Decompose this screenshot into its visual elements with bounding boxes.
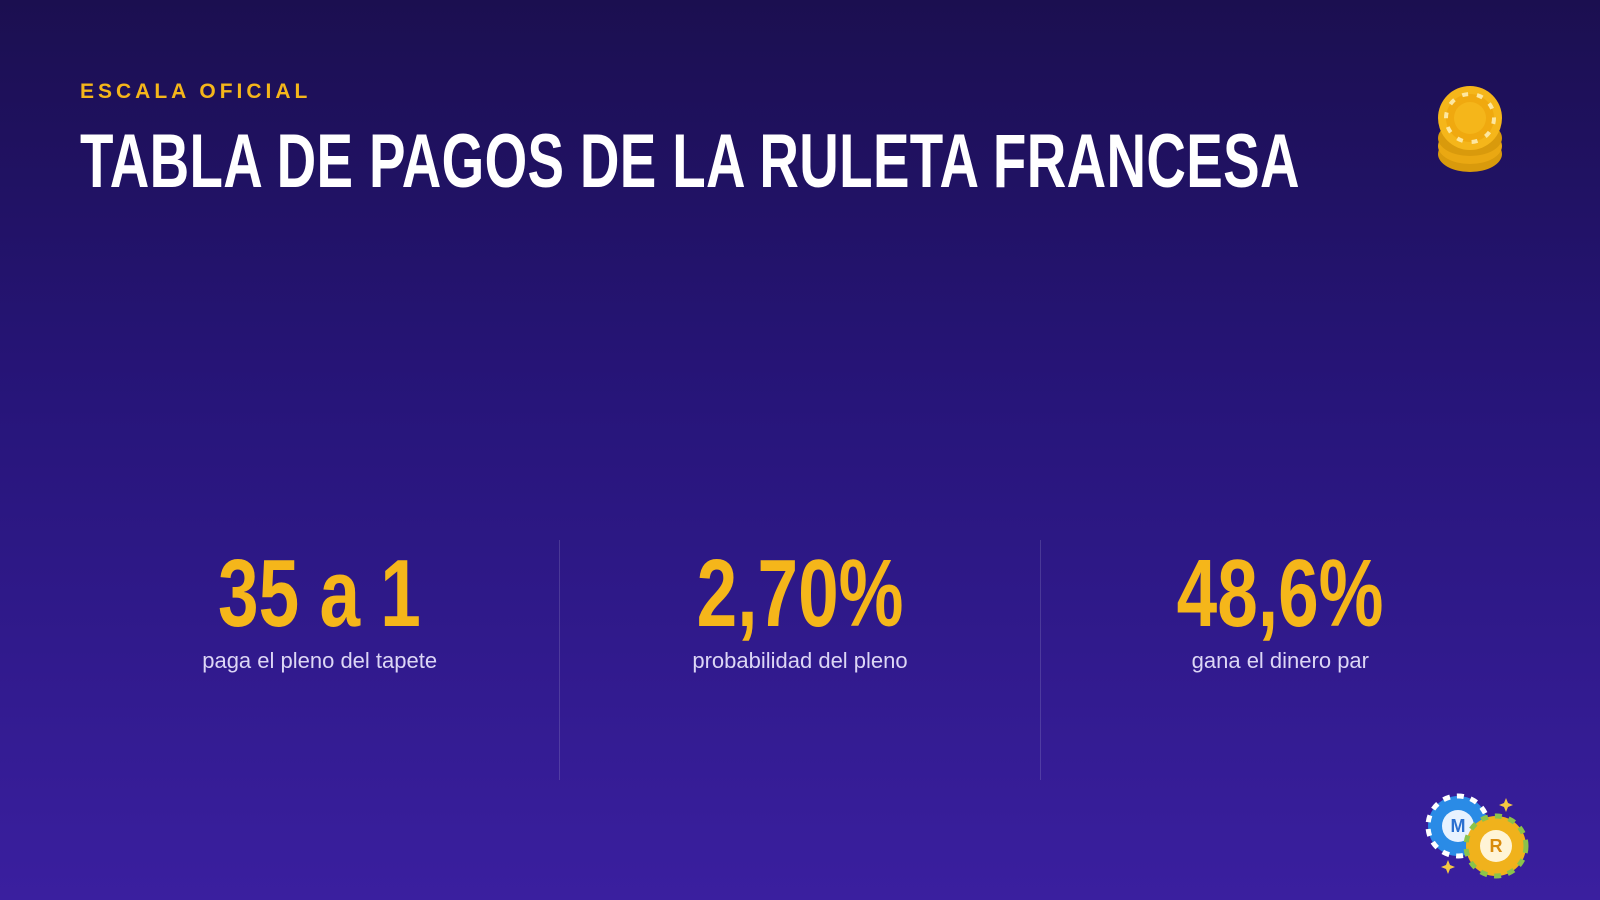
svg-text:M: M [1451,816,1466,836]
stat-card: 35 a 1 paga el pleno del tapete [80,540,559,780]
stat-card: 2,70% probabilidad del pleno [559,540,1039,780]
stat-value: 2,70% [696,540,904,647]
brand-logo: M R [1425,793,1529,879]
stats-row: 35 a 1 paga el pleno del tapete 2,70% proba… [80,540,1520,780]
coin-stack-icon [1438,86,1502,172]
stat-card: 48,6% gana el dinero par [1039,540,1520,780]
stat-label: paga el pleno del tapete [202,648,438,673]
svg-text:R: R [1490,836,1503,856]
stat-label: probabilidad del pleno [692,648,908,673]
stat-value: 35 a 1 [218,540,422,647]
title: TABLA DE PAGOS DE LA RULETA FRANCESA [80,119,1300,204]
stat-label: gana el dinero par [1191,648,1369,673]
eyebrow: ESCALA OFICIAL [80,80,312,103]
stat-value: 48,6% [1176,540,1384,647]
